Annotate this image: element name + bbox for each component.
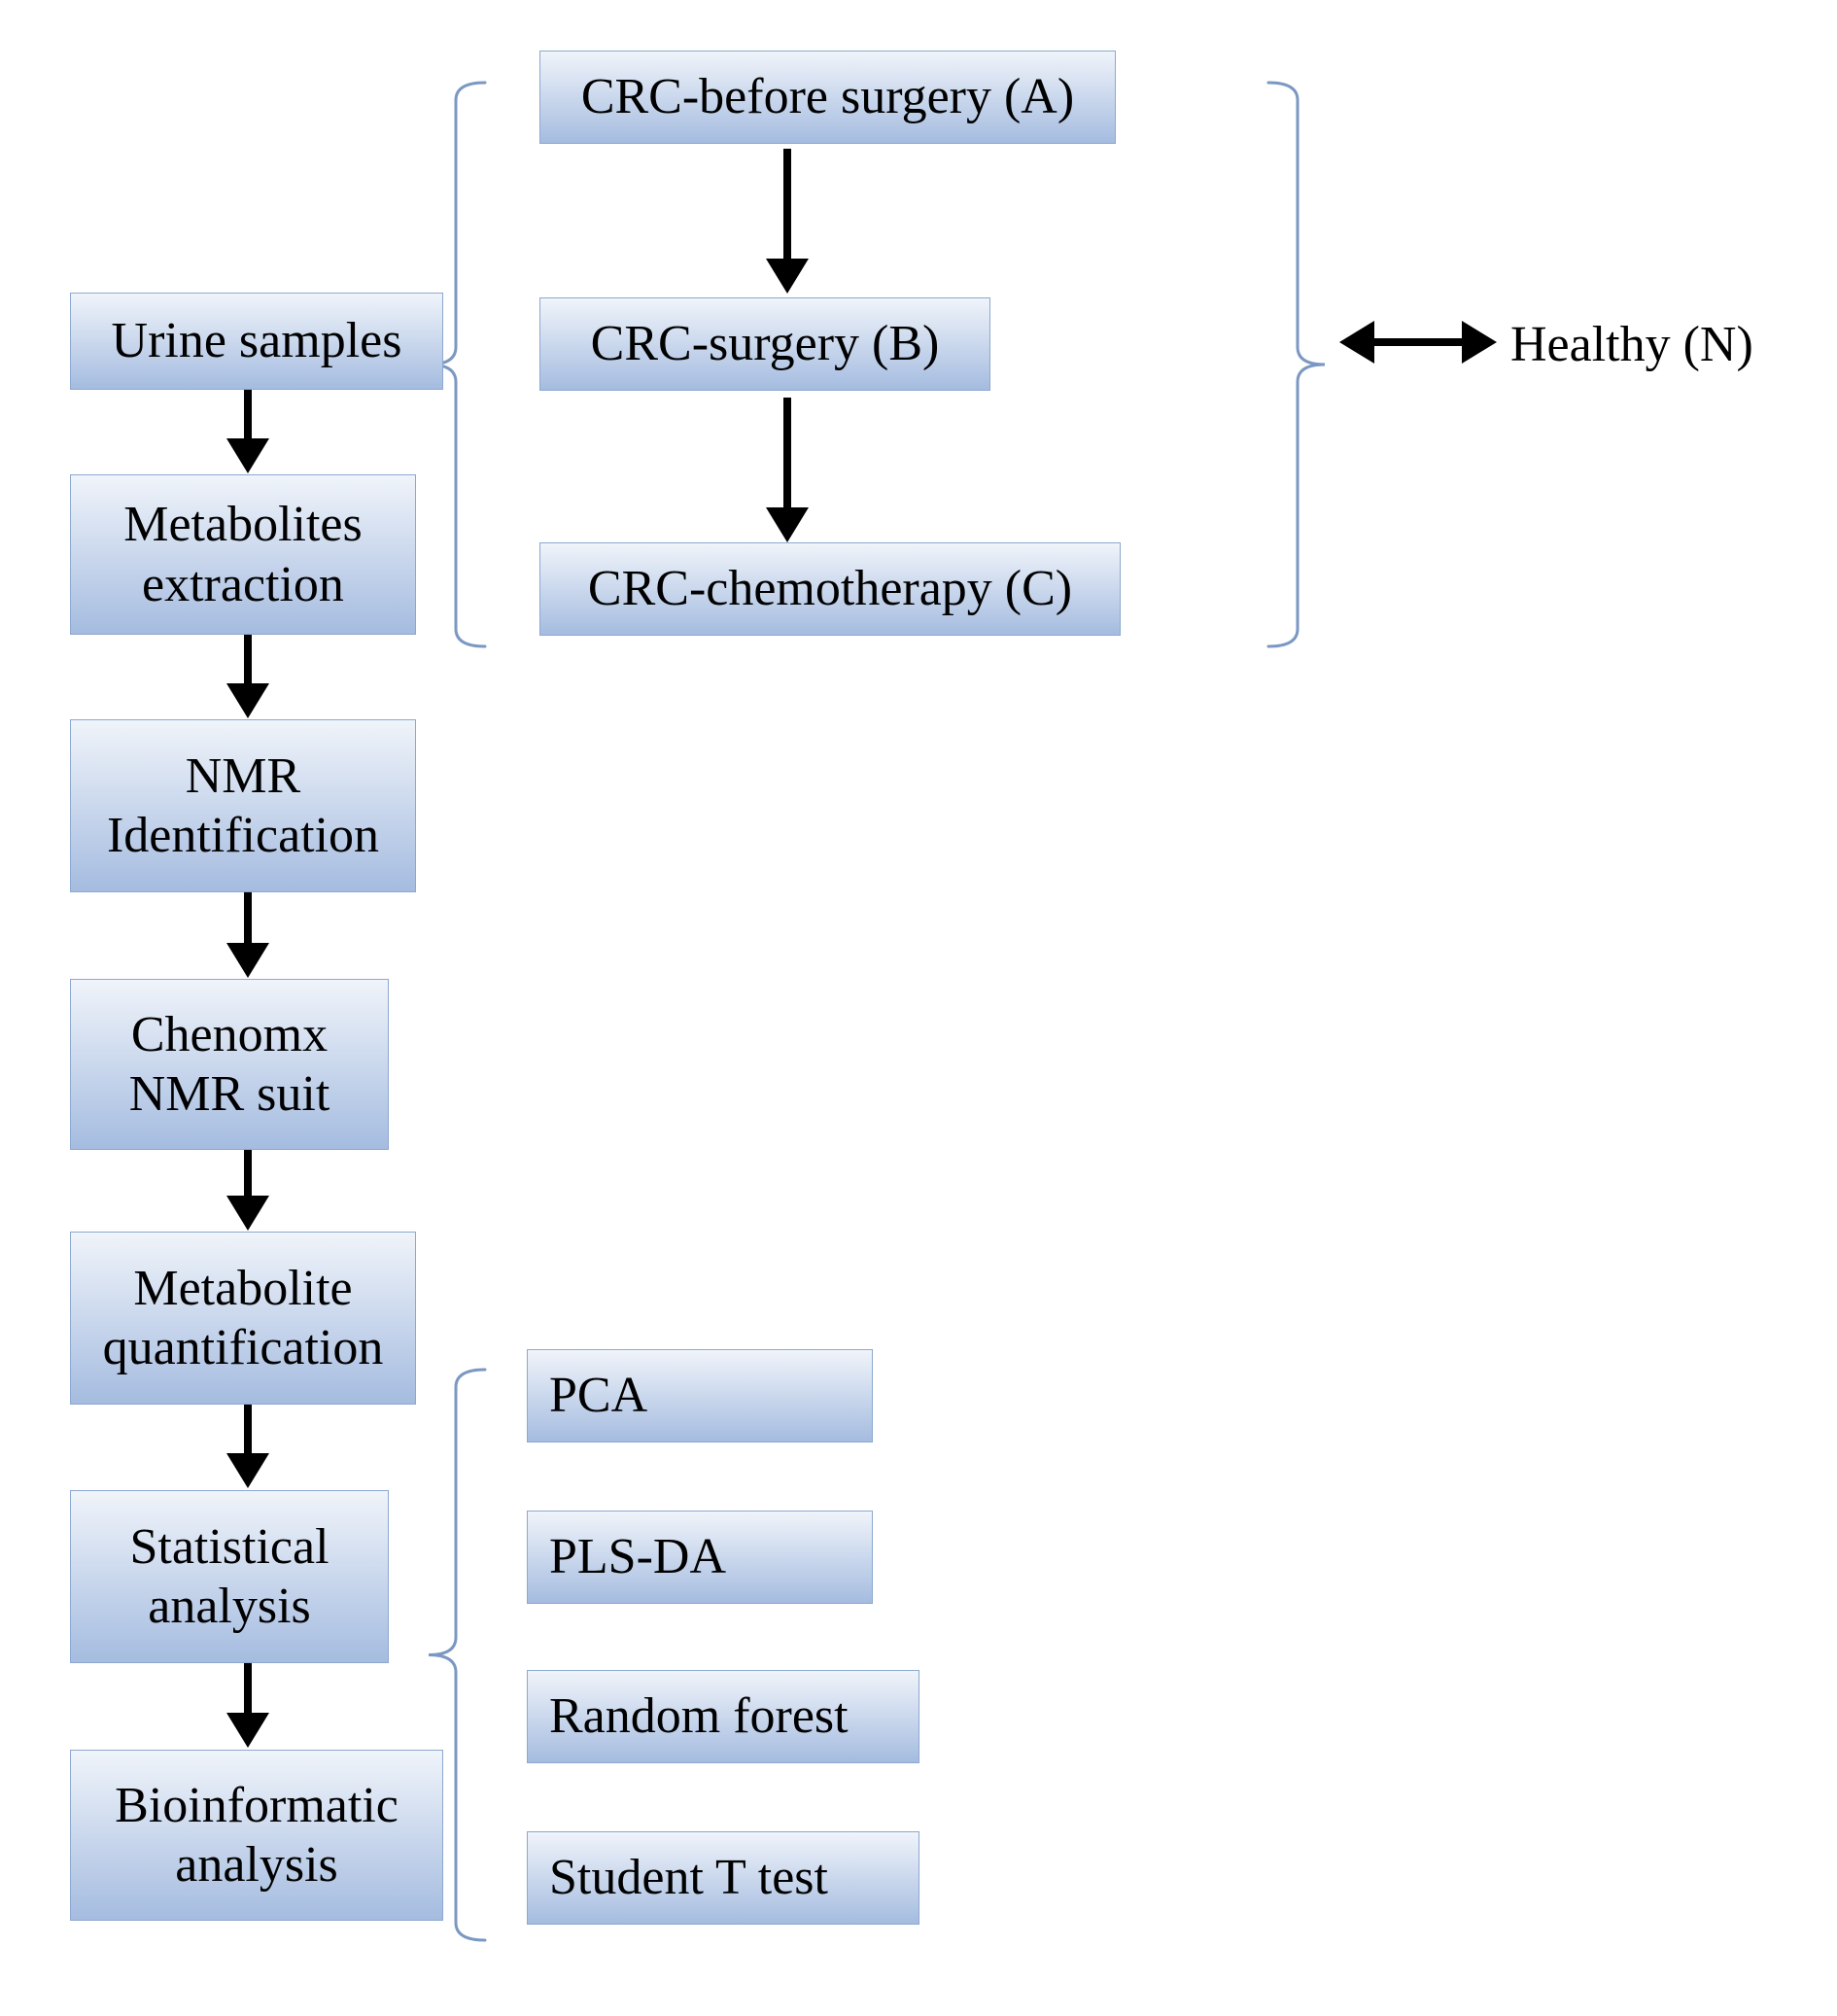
node-grp_c: CRC-chemotherapy (C): [539, 542, 1121, 636]
node-grp_b: CRC-surgery (B): [539, 297, 990, 391]
node-ttest: Student T test: [527, 1831, 919, 1925]
node-urine: Urine samples: [70, 293, 443, 390]
node-metab_q: Metabolite quantification: [70, 1232, 416, 1405]
flowchart-canvas: Urine samples Metabolites extraction NMR I…: [0, 0, 1837, 2016]
node-bioinf: Bioinformatic analysis: [70, 1750, 443, 1921]
label-healthy: Healthy (N): [1510, 316, 1753, 374]
node-grp_a: CRC-before surgery (A): [539, 51, 1116, 144]
node-stat: Statistical analysis: [70, 1490, 389, 1663]
node-pca: PCA: [527, 1349, 873, 1442]
node-plsda: PLS-DA: [527, 1511, 873, 1604]
node-rforest: Random forest: [527, 1670, 919, 1763]
node-nmr_id: NMR Identification: [70, 719, 416, 892]
node-metab_ext: Metabolites extraction: [70, 474, 416, 635]
node-chenomx: Chenomx NMR suit: [70, 979, 389, 1150]
